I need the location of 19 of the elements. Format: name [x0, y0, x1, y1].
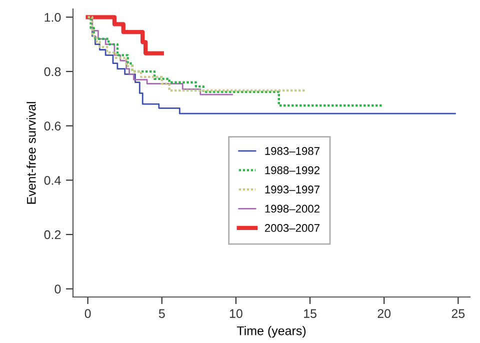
x-axis-title: Time (years)	[236, 326, 306, 338]
x-tick-label: 20	[378, 309, 391, 318]
y-tick-label: 1.0	[44, 12, 61, 22]
legend-label: 1988–1992	[265, 166, 320, 174]
legend-label: 1998–2002	[265, 204, 320, 213]
x-tick-label: 25	[452, 309, 465, 318]
y-tick-label: 0.4	[44, 176, 61, 185]
x-tick-label: 15	[304, 309, 316, 318]
legend-label: 1983–1987	[265, 147, 320, 155]
x-tick-label: 0	[84, 309, 91, 318]
x-tick-label: 5	[158, 309, 165, 318]
y-tick-label: 0.6	[44, 122, 61, 130]
x-tick-label: 10	[230, 309, 242, 318]
y-tick-label: 0.2	[44, 230, 61, 240]
y-axis-title: Event-free survival	[26, 102, 36, 204]
legend-label: 1993–1997	[265, 186, 320, 194]
y-tick-label: 0	[54, 284, 61, 294]
y-tick-label: 0.8	[44, 67, 61, 76]
legend-label: 2003–2007	[264, 224, 320, 232]
